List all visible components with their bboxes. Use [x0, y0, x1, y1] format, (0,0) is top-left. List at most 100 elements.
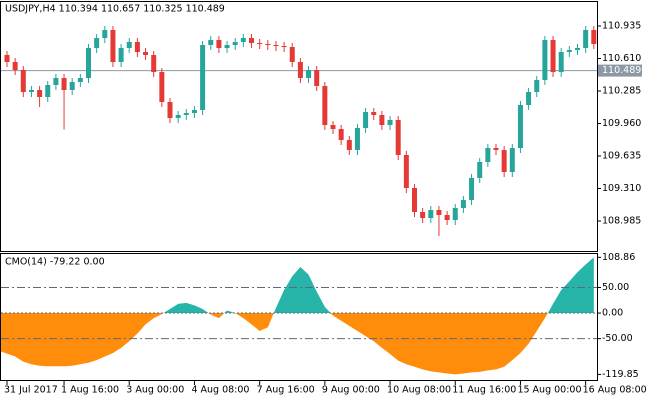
candle-body [175, 115, 181, 118]
candle-body [273, 45, 279, 46]
candle-body [469, 178, 475, 200]
candle-body [534, 80, 540, 92]
y-tick-label: 50.00 [602, 282, 629, 293]
candle-body [354, 128, 360, 150]
y-tick-label: 108.86 [602, 252, 635, 263]
candle-body [493, 148, 499, 150]
candle-body [428, 210, 434, 218]
candle-body [591, 30, 597, 44]
chart-title: USDJPY,H4 110.394 110.657 110.325 110.48… [5, 4, 225, 15]
y-tick-label: 110.610 [602, 53, 641, 64]
x-tick-label: 3 Aug 00:00 [126, 385, 184, 396]
candle-body [346, 140, 352, 150]
candle-body [420, 212, 426, 218]
candle-body [102, 30, 108, 38]
y-tick-label: -119.85 [602, 369, 639, 380]
candle-body [167, 102, 173, 118]
y-tick-label: 108.985 [602, 216, 641, 227]
price-label: 110.489 [602, 65, 641, 76]
indicator-title: CMO(14) -79.22 0.00 [5, 257, 105, 268]
candle-body [249, 38, 254, 43]
candle-body [86, 48, 91, 78]
candle-body [45, 85, 51, 97]
candle-body [12, 62, 18, 70]
x-tick-label: 1 Aug 16:00 [61, 385, 119, 396]
candle-body [61, 78, 67, 90]
candle-body [77, 78, 83, 82]
candle-body [126, 42, 132, 48]
candle-body [240, 38, 246, 42]
x-tick-label: 31 Jul 2017 [4, 385, 58, 396]
candle-body [265, 44, 271, 45]
candle-body [436, 210, 442, 215]
candle-body [216, 40, 222, 48]
candle-body [526, 92, 532, 105]
candle-body [159, 72, 165, 102]
candle-body [151, 55, 157, 72]
candle-body [53, 78, 59, 85]
candle-body [485, 148, 491, 162]
y-tick-label: 109.635 [602, 151, 641, 162]
candle-body [118, 48, 124, 62]
candle-body [542, 40, 548, 80]
x-tick-label: 9 Aug 00:00 [322, 385, 380, 396]
candle-body [583, 30, 589, 48]
candle-body [297, 62, 303, 78]
y-tick-label: 109.310 [602, 183, 641, 194]
cmo-area-negative [1, 313, 548, 375]
candle-body [208, 40, 214, 45]
y-tick-label: -50.00 [602, 333, 633, 344]
candle-body [281, 46, 287, 47]
x-tick-label: 16 Aug 08:00 [583, 385, 647, 396]
x-tick-label: 11 Aug 16:00 [452, 385, 516, 396]
candle-body [306, 70, 312, 78]
candle-body [509, 148, 515, 172]
candle-body [550, 40, 556, 72]
candle-body [289, 47, 295, 62]
x-tick-label: 4 Aug 08:00 [191, 385, 249, 396]
x-tick-label: 10 Aug 08:00 [387, 385, 451, 396]
price-label-box [598, 64, 642, 77]
candle-body [224, 45, 230, 48]
candle-body [379, 115, 385, 125]
candle-body [191, 110, 197, 113]
y-tick-label: 110.935 [602, 21, 641, 32]
candle-body [183, 113, 189, 115]
indicator-panel [0, 253, 598, 381]
candle-body [517, 105, 523, 148]
candle-body [330, 125, 336, 129]
cmo-area-positive [1, 257, 594, 314]
candle-body [363, 112, 369, 128]
candle-body [200, 45, 206, 110]
candle-body [20, 70, 26, 92]
candle-body [566, 50, 572, 52]
candle-body [444, 215, 450, 220]
y-tick-label: 109.960 [602, 118, 641, 129]
y-tick-label: 0.00 [602, 308, 623, 319]
candle-body [412, 188, 417, 212]
y-tick-label: 110.285 [602, 86, 641, 97]
candle-body [395, 120, 401, 155]
candle-body [232, 42, 238, 45]
candle-body [94, 38, 100, 48]
candle-body [322, 86, 328, 125]
candle-body [460, 200, 466, 208]
candle-body [4, 55, 10, 62]
candle-body [452, 208, 458, 220]
price-panel [0, 1, 598, 252]
candle-body [134, 42, 140, 52]
candle-body [477, 162, 483, 178]
candle-body [69, 82, 75, 90]
candle-body [387, 120, 393, 125]
candle-body [403, 155, 409, 188]
candle-body [37, 90, 43, 97]
candle-body [110, 30, 116, 62]
candle-body [575, 48, 580, 50]
candle-body [28, 90, 34, 92]
candle-body [501, 150, 507, 172]
candle-body [371, 112, 377, 115]
candle-body [143, 52, 149, 55]
candle-body [338, 129, 344, 140]
